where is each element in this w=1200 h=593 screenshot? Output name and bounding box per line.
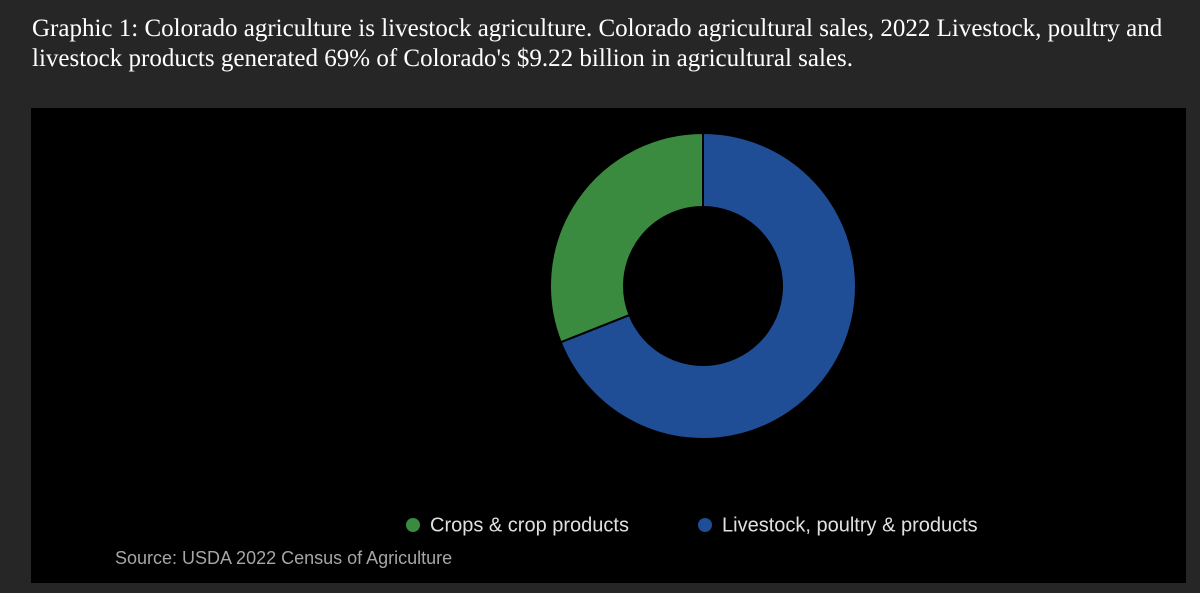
legend-label: Crops & crop products [430,514,629,536]
pie-slice [559,131,857,440]
chart: Source: USDA 2022 Census of Agriculture … [31,108,1186,583]
pie-slice [549,131,704,344]
legend-marker [698,518,712,532]
chart-title: Graphic 1: Colorado agriculture is lives… [32,15,1163,72]
legend-marker [406,518,420,532]
legend-label: Livestock, poultry & products [722,514,978,536]
source-note: Source: USDA 2022 Census of Agriculture [115,548,452,568]
